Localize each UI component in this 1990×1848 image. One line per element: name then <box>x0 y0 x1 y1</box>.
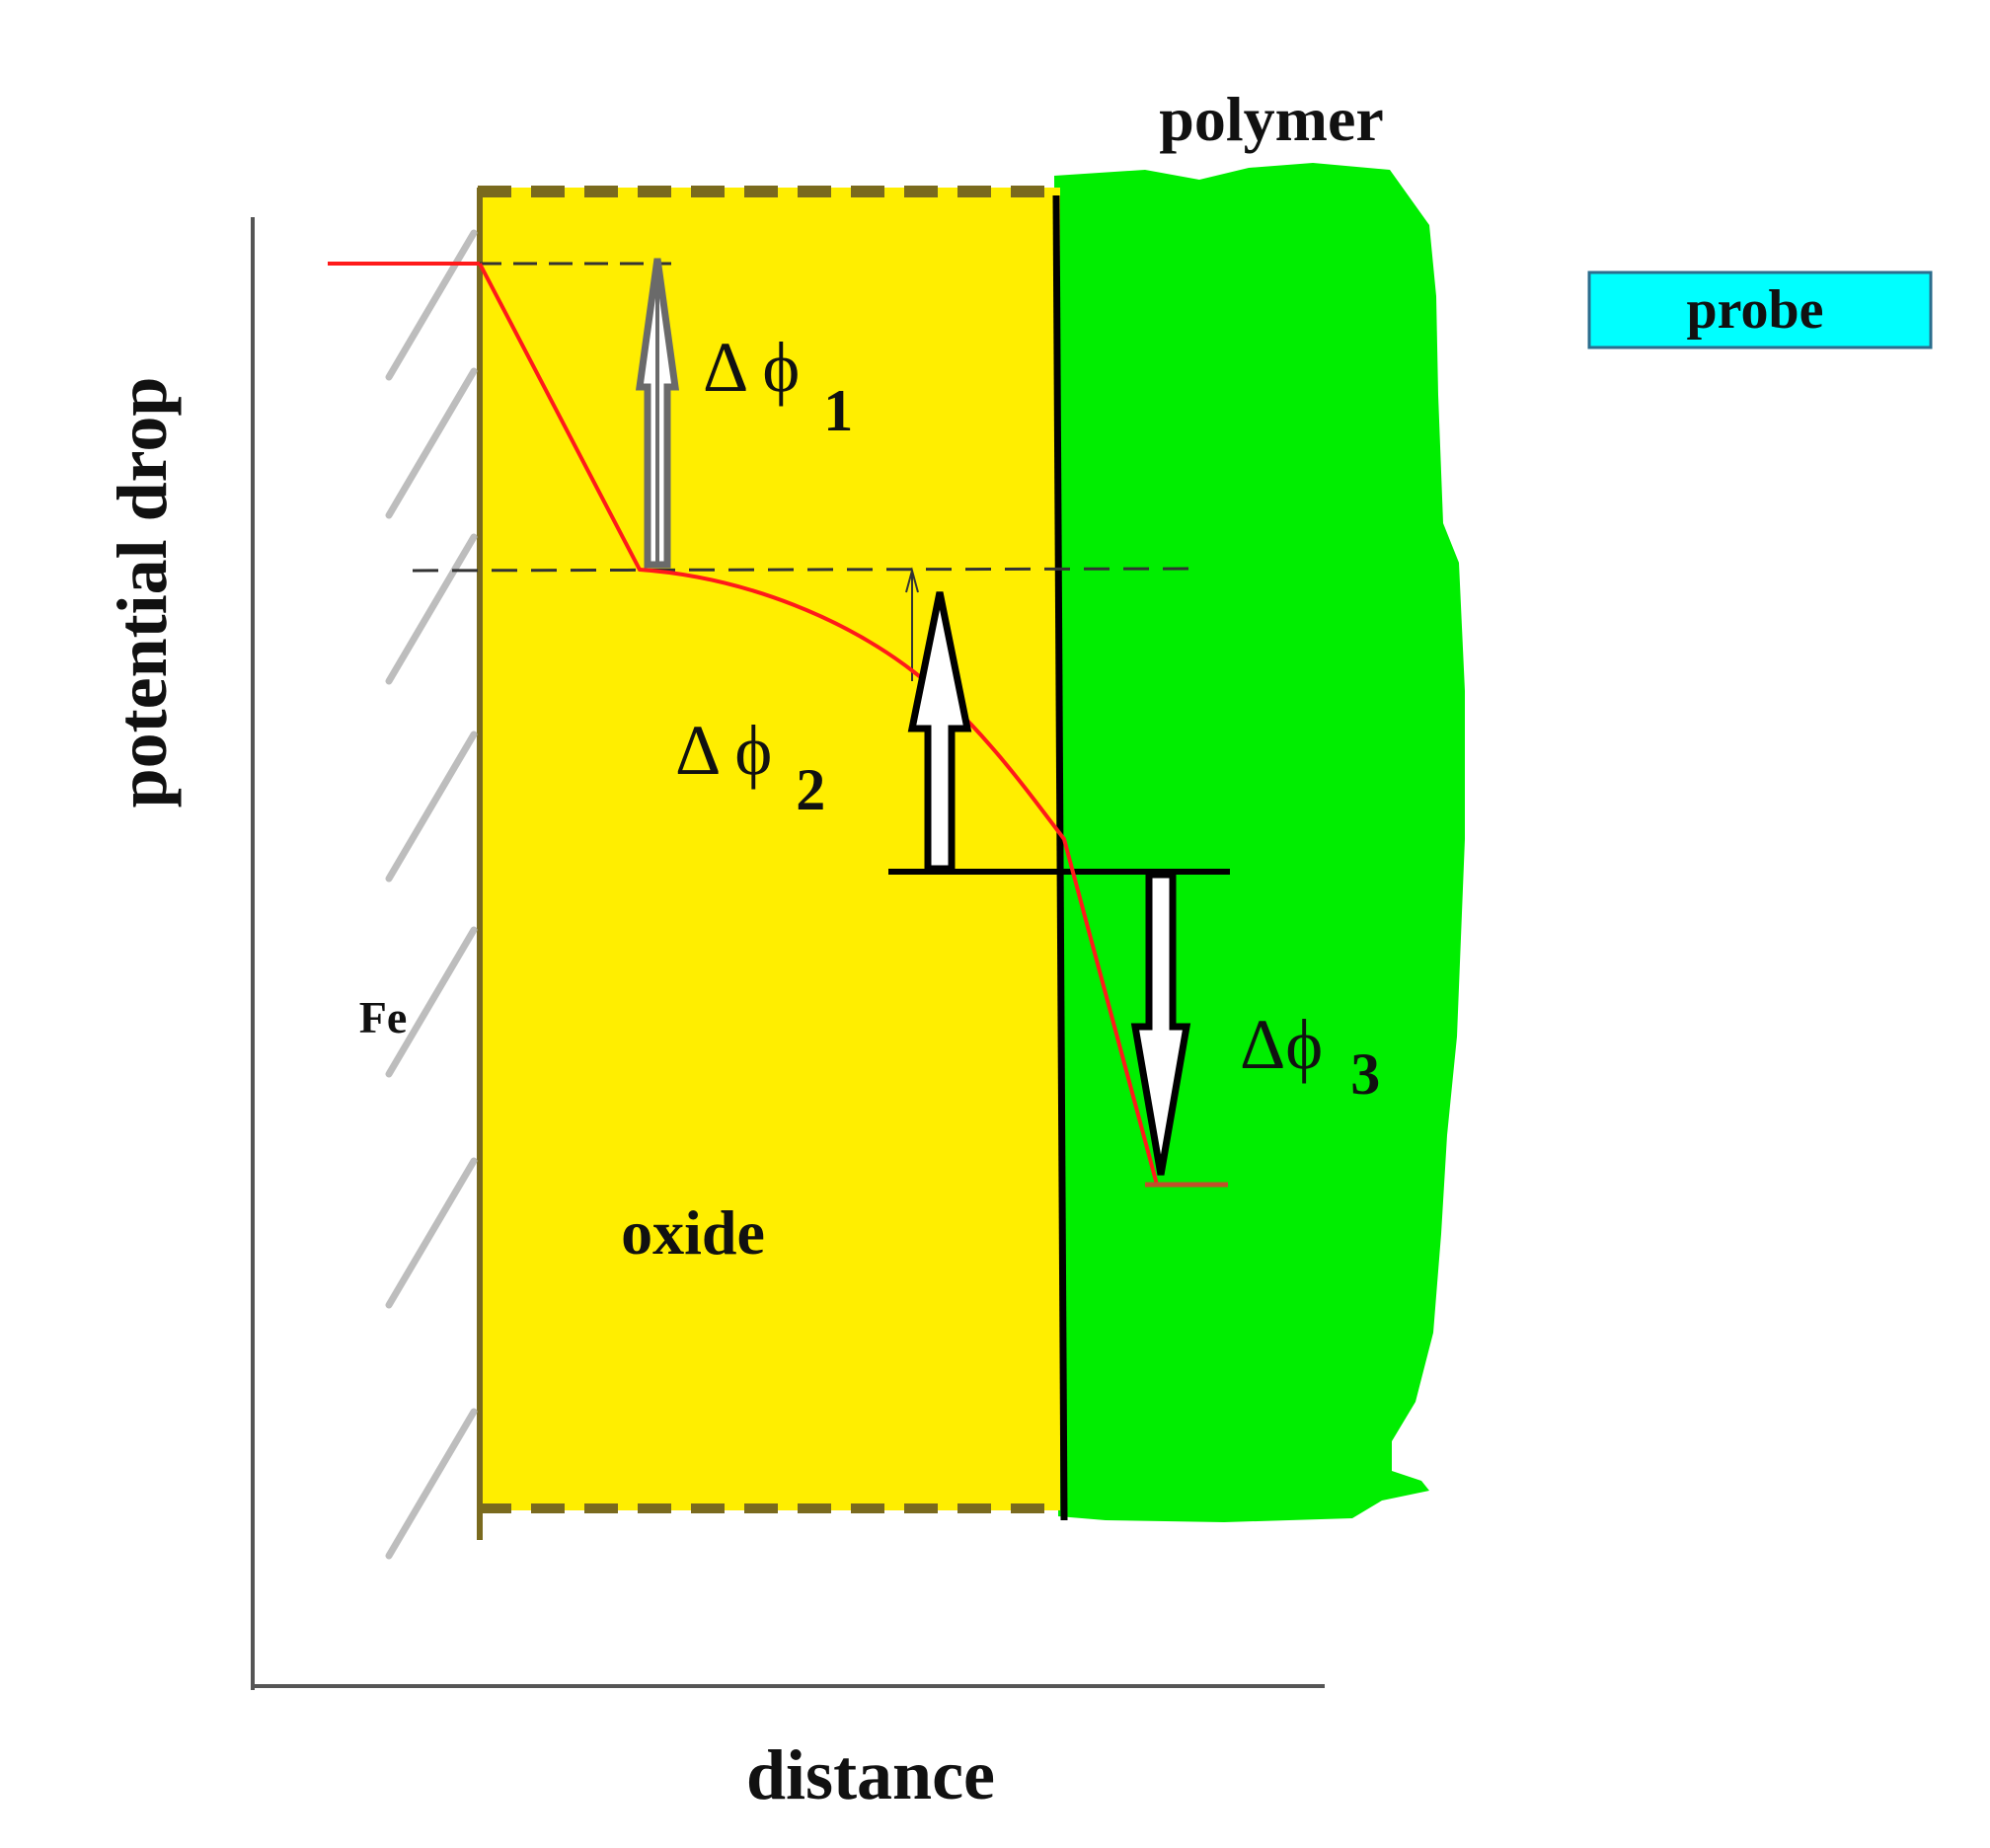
hatch-mark <box>385 533 478 685</box>
polymer-region <box>1054 163 1465 1522</box>
level-2-dashed-line <box>412 567 1195 573</box>
delta-phi-1-subscript: 1 <box>823 378 853 443</box>
hatch-mark <box>385 1408 478 1560</box>
hatch-mark <box>385 1157 478 1309</box>
y-axis-label: potential drop <box>103 377 182 808</box>
delta-phi-1-label: Δ ϕ 1 <box>703 328 853 443</box>
delta-phi-3-down-arrow-icon <box>1130 871 1191 1176</box>
probe-box <box>1587 270 1933 349</box>
thin-up-arrow-head <box>905 567 919 593</box>
delta-phi-1-symbol: Δ ϕ <box>703 328 800 407</box>
delta-phi-2-up-arrow-icon <box>907 591 972 873</box>
hatch-mark <box>385 926 478 1078</box>
metal-hatch-marks <box>385 229 478 1560</box>
delta-phi-2-subscript: 2 <box>796 757 825 822</box>
delta-phi-3-symbol: Δϕ <box>1240 1005 1323 1084</box>
delta-phi-3-subscript: 3 <box>1350 1041 1380 1107</box>
oxide-region <box>478 188 1060 1510</box>
hatch-mark <box>385 367 478 519</box>
hatch-mark <box>385 731 478 883</box>
oxide-label: oxide <box>621 1197 765 1268</box>
potential-curve <box>478 263 1159 1186</box>
delta-phi-2-label: Δ ϕ 2 <box>675 711 825 822</box>
hatch-mark <box>385 229 478 381</box>
probe-label: probe <box>1687 279 1824 341</box>
metal-label: Fe <box>359 992 408 1042</box>
x-axis-label: distance <box>746 1735 995 1814</box>
oxide-polymer-interface-line <box>1052 194 1068 1521</box>
polymer-label: polymer <box>1159 84 1384 154</box>
delta-phi-2-symbol: Δ ϕ <box>675 711 772 790</box>
delta-phi-3-label: Δϕ 3 <box>1240 1005 1380 1107</box>
